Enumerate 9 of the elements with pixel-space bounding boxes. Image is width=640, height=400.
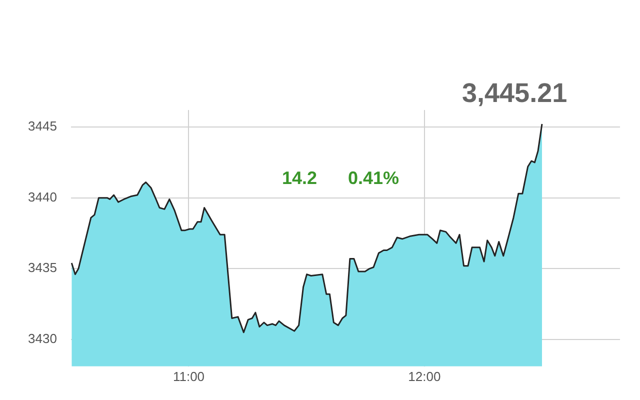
x-tick-label: 11:00 (172, 368, 205, 384)
text: 3,445.21 (462, 78, 568, 109)
y-tick-label: 3435 (28, 260, 57, 276)
y-tick-label: 3430 (28, 331, 57, 346)
annotation: 0.41% (348, 168, 400, 189)
y-tick-label: 3440 (28, 189, 57, 204)
annotation: 14.2 (282, 168, 318, 189)
y-tick-label: 3445 (28, 118, 57, 134)
x-tick-label: 12:00 (408, 368, 441, 384)
